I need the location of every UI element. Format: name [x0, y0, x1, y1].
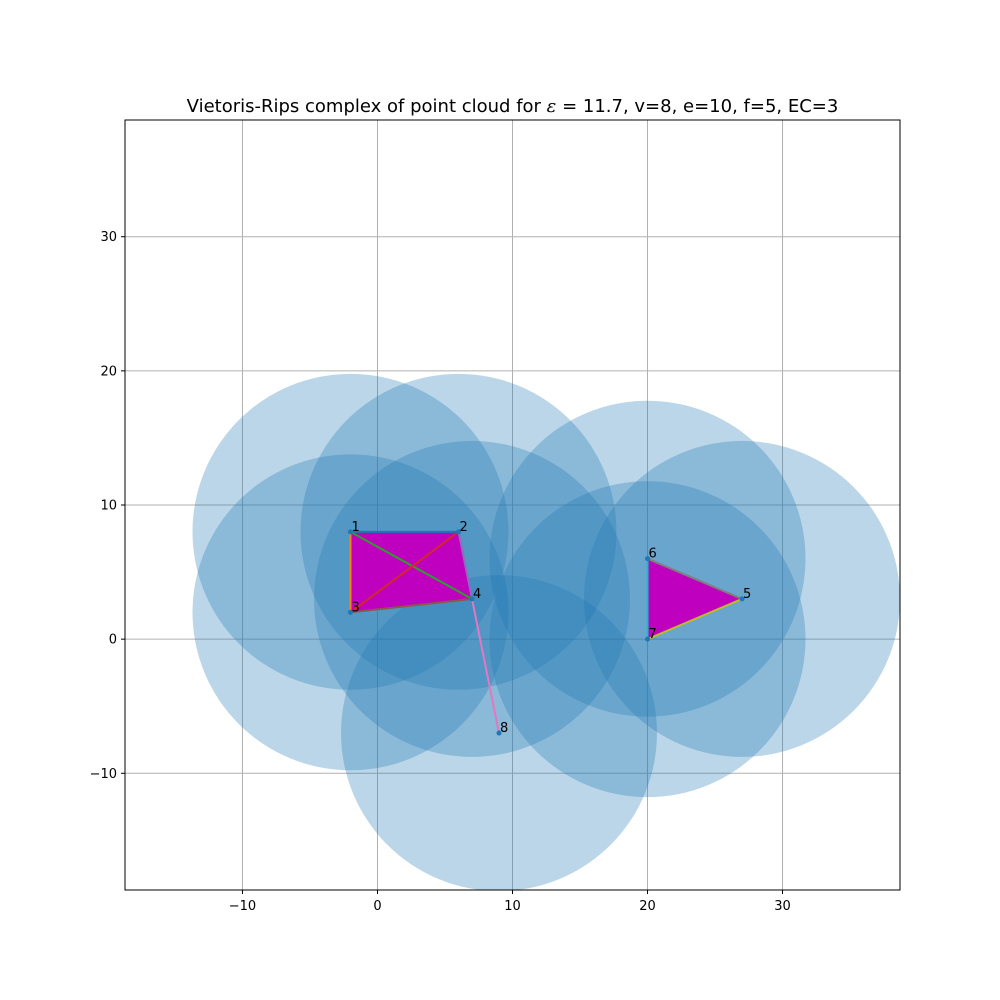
edge-2-4 — [457, 531, 473, 600]
point-label-7: 7 — [649, 627, 657, 642]
x-tick-label: −10 — [229, 899, 256, 914]
point-label-3: 3 — [351, 600, 359, 615]
axis-ticks: −10 0 10 20 30 −10 0 10 20 30 — [90, 230, 791, 914]
edge-1-4 — [349, 530, 473, 600]
chart-title-prefix: Vietoris-Rips complex of point cloud for — [187, 96, 547, 117]
x-tick-label: 30 — [774, 899, 791, 914]
point-1 — [347, 529, 353, 535]
point-label-5: 5 — [743, 587, 751, 602]
y-tick-label: 0 — [109, 633, 117, 648]
chart-title: Vietoris-Rips complex of point cloud for… — [187, 96, 839, 117]
x-tick-label: 0 — [373, 899, 381, 914]
face-2-3-4 — [350, 531, 472, 613]
point-6 — [645, 556, 651, 562]
point-label-6: 6 — [649, 547, 657, 562]
point-3 — [347, 609, 353, 615]
point-label-4: 4 — [473, 587, 481, 602]
edge-5-7 — [647, 597, 743, 641]
y-tick-label: −10 — [90, 767, 117, 782]
edge-3-4 — [350, 597, 473, 614]
x-tick-label: 10 — [504, 899, 521, 914]
face-5-6-7 — [647, 558, 743, 640]
edge-2-3 — [349, 531, 460, 614]
point-7 — [645, 636, 651, 642]
grid-lines — [125, 120, 900, 890]
point-2 — [455, 529, 461, 535]
y-tick-label: 20 — [100, 364, 117, 379]
point-cloud — [347, 529, 745, 736]
point-5 — [739, 596, 745, 602]
simplicial-edges — [349, 530, 743, 734]
point-4 — [469, 596, 475, 602]
point-8 — [496, 730, 502, 736]
point-label-2: 2 — [459, 520, 467, 535]
point-label-8: 8 — [500, 721, 508, 736]
chart-title-suffix: = 11.7, v=8, e=10, f=5, EC=3 — [556, 96, 838, 117]
point-labels: 1 2 3 4 5 6 7 8 — [351, 520, 751, 736]
y-tick-label: 30 — [100, 230, 117, 245]
edge-4-8 — [471, 598, 500, 734]
x-tick-label: 20 — [639, 899, 656, 914]
y-tick-label: 10 — [100, 499, 117, 514]
point-label-1: 1 — [351, 520, 359, 535]
edge-5-6 — [647, 557, 743, 600]
chart-title-epsilon: ε — [547, 96, 557, 117]
